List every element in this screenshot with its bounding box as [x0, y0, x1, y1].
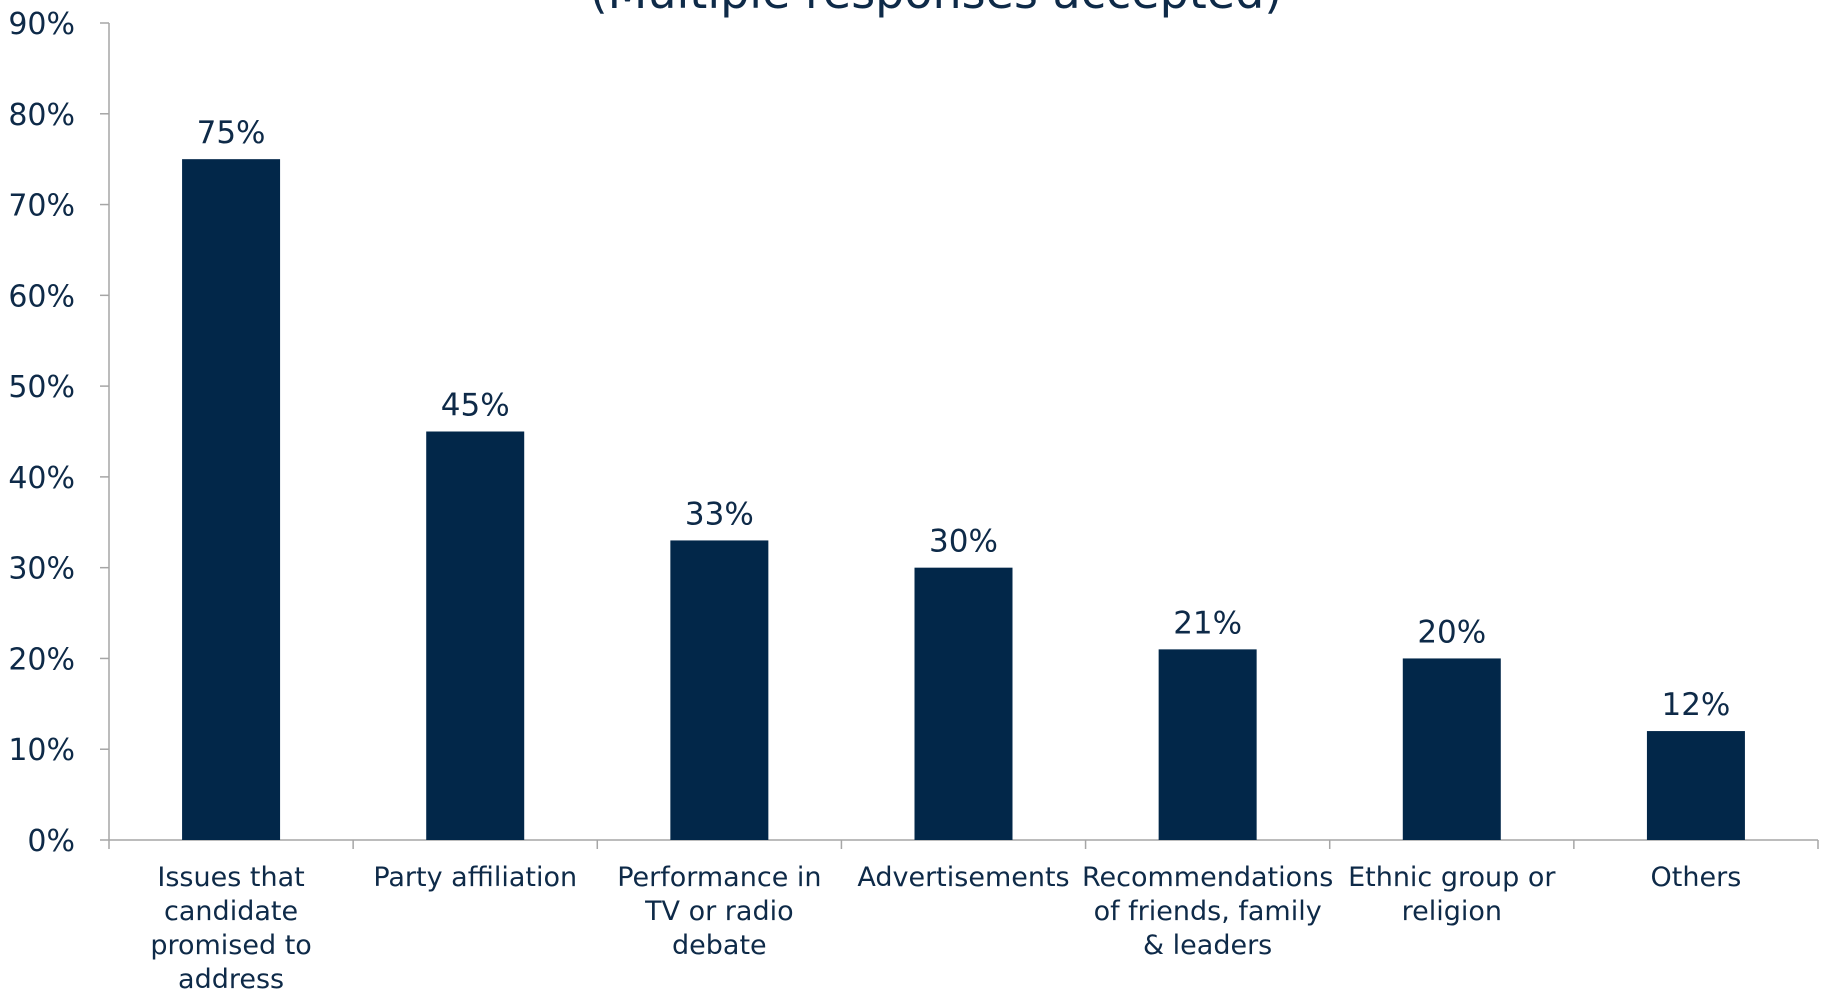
bar [1402, 658, 1501, 840]
bar [426, 431, 525, 840]
value-label: 45% [441, 388, 510, 424]
x-tick-label: Others [1651, 862, 1742, 893]
value-label: 20% [1417, 614, 1486, 650]
y-tick-label: 0% [27, 824, 75, 859]
y-tick-label: 80% [8, 98, 75, 133]
x-tick-label-line: Recommendations [1082, 862, 1333, 893]
bar [670, 540, 769, 840]
value-label: 21% [1173, 605, 1242, 641]
bar [1646, 731, 1745, 840]
y-tick-label: 90% [8, 7, 75, 42]
x-tick-label-line: candidate [164, 896, 298, 927]
value-label: 12% [1661, 687, 1730, 723]
x-tick-label-line: Others [1651, 862, 1742, 893]
y-tick-label: 50% [8, 370, 75, 405]
x-tick-label: Party affiliation [373, 862, 577, 893]
x-tick-label: Advertisements [857, 862, 1069, 893]
y-tick-label: 60% [8, 279, 75, 314]
value-label: 33% [685, 496, 754, 532]
x-tick-label-line: Issues that [157, 862, 304, 893]
x-tick-label-line: religion [1402, 896, 1502, 927]
x-tick-label: Issues that candidate promised to address [150, 862, 311, 991]
x-tick-label-line: of friends, family [1094, 896, 1322, 927]
value-label: 30% [929, 524, 998, 560]
x-tick-label: Recommendations of friends, family & leade… [1082, 862, 1333, 961]
x-tick-label-line: promised to [150, 930, 311, 961]
x-tick-label-line: TV or radio [644, 896, 794, 927]
y-tick-label: 20% [8, 642, 75, 677]
y-tick-label: 40% [8, 461, 75, 496]
value-label: 75% [197, 115, 266, 151]
x-tick-label-line: Ethnic group or [1348, 862, 1556, 893]
x-tick-label-line: Performance in [617, 862, 821, 893]
x-tick-label-line: Party affiliation [373, 862, 577, 893]
bar [1158, 649, 1257, 840]
bar [182, 159, 281, 840]
y-tick-label: 30% [8, 552, 75, 587]
x-tick-label: Performance in TV or radio debate [617, 862, 821, 961]
x-tick-label-line: address [178, 964, 284, 991]
chart-title: (Multiple responses accepted) [590, 0, 1283, 19]
x-tick-label-line: debate [672, 930, 767, 961]
x-tick-label: Ethnic group or religion [1348, 862, 1556, 927]
x-tick-label-line: & leaders [1143, 930, 1272, 961]
y-tick-label: 70% [8, 189, 75, 224]
x-tick-label-line: Advertisements [857, 862, 1069, 893]
bar [914, 567, 1013, 840]
y-tick-label: 10% [8, 733, 75, 768]
